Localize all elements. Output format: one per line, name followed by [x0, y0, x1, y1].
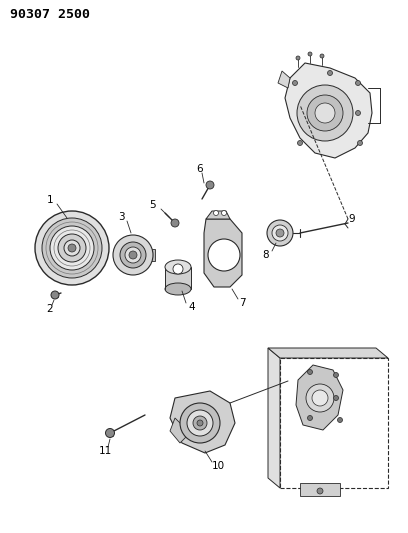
- Text: 8: 8: [263, 250, 269, 260]
- Circle shape: [180, 403, 220, 443]
- Circle shape: [35, 211, 109, 285]
- Circle shape: [208, 239, 240, 271]
- Circle shape: [51, 291, 59, 299]
- Circle shape: [312, 390, 328, 406]
- Circle shape: [267, 220, 293, 246]
- Polygon shape: [206, 211, 230, 219]
- Polygon shape: [170, 391, 235, 453]
- Circle shape: [297, 85, 353, 141]
- Circle shape: [296, 56, 300, 60]
- Polygon shape: [278, 71, 290, 88]
- Ellipse shape: [165, 260, 191, 274]
- Circle shape: [173, 264, 183, 274]
- Circle shape: [222, 211, 226, 215]
- Circle shape: [58, 234, 86, 262]
- Circle shape: [315, 103, 335, 123]
- Circle shape: [272, 225, 288, 241]
- Circle shape: [308, 52, 312, 56]
- Circle shape: [357, 141, 362, 146]
- Text: 6: 6: [197, 164, 203, 174]
- Circle shape: [206, 181, 214, 189]
- Circle shape: [213, 211, 219, 215]
- Circle shape: [355, 80, 361, 85]
- Circle shape: [355, 110, 361, 116]
- Circle shape: [307, 95, 343, 131]
- Polygon shape: [138, 249, 155, 261]
- Circle shape: [337, 417, 342, 423]
- Circle shape: [320, 54, 324, 58]
- Text: 9: 9: [349, 214, 355, 224]
- Circle shape: [106, 429, 115, 438]
- Text: 5: 5: [150, 200, 156, 210]
- Circle shape: [308, 416, 313, 421]
- Circle shape: [171, 219, 179, 227]
- Polygon shape: [204, 219, 242, 287]
- Circle shape: [306, 384, 334, 412]
- Text: 11: 11: [98, 446, 112, 456]
- Text: 10: 10: [211, 461, 224, 471]
- Text: 1: 1: [47, 195, 53, 205]
- Polygon shape: [300, 483, 340, 496]
- Circle shape: [197, 420, 203, 426]
- Ellipse shape: [165, 283, 191, 295]
- Circle shape: [308, 369, 313, 375]
- Circle shape: [317, 488, 323, 494]
- Circle shape: [276, 229, 284, 237]
- Polygon shape: [268, 348, 388, 358]
- Bar: [165, 267, 191, 289]
- Circle shape: [193, 416, 207, 430]
- Circle shape: [50, 226, 94, 270]
- Circle shape: [293, 80, 297, 85]
- Circle shape: [297, 141, 302, 146]
- Text: 4: 4: [188, 302, 195, 312]
- Polygon shape: [285, 63, 372, 158]
- Circle shape: [328, 70, 333, 76]
- Text: 2: 2: [47, 304, 53, 314]
- Polygon shape: [268, 348, 280, 488]
- Circle shape: [64, 240, 80, 256]
- Circle shape: [333, 395, 339, 400]
- Bar: [280, 358, 388, 488]
- Circle shape: [129, 251, 137, 259]
- Circle shape: [120, 242, 146, 268]
- Circle shape: [113, 235, 153, 275]
- Polygon shape: [170, 418, 190, 443]
- Circle shape: [42, 218, 102, 278]
- Text: 90307 2500: 90307 2500: [10, 9, 90, 21]
- Polygon shape: [296, 365, 343, 430]
- Text: 7: 7: [239, 298, 245, 308]
- Text: 3: 3: [118, 212, 124, 222]
- Circle shape: [125, 247, 141, 263]
- Circle shape: [187, 410, 213, 436]
- Circle shape: [333, 373, 339, 377]
- Circle shape: [68, 244, 76, 252]
